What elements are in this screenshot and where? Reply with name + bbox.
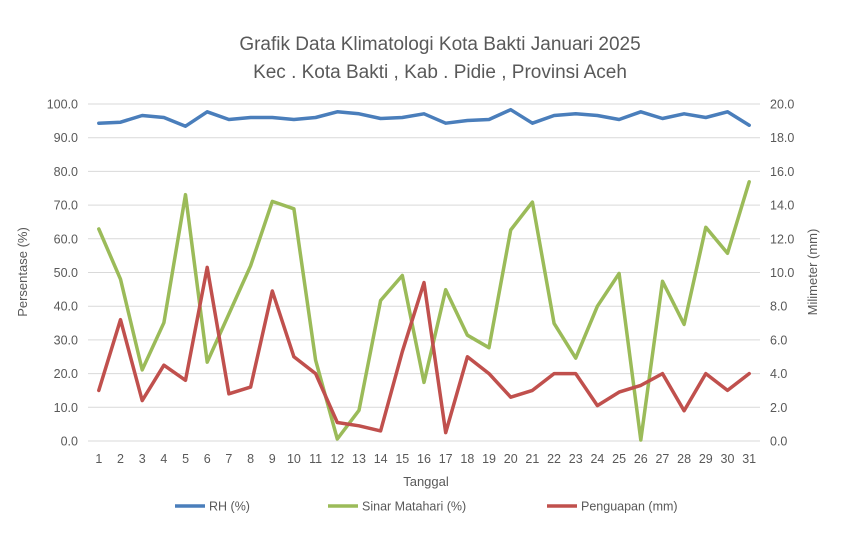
- x-tick-label: 30: [721, 452, 735, 466]
- legend-label: RH (%): [209, 500, 250, 514]
- x-tick-label: 16: [417, 452, 431, 466]
- x-axis-ticks: 1 2 3 4 5 6 7 8 9 10 11 12 13 14 15 16 17 18 19 20 21 22 23 24 2…: [95, 452, 756, 466]
- x-tick-label: 26: [634, 452, 648, 466]
- x-tick-label: 20: [504, 452, 518, 466]
- y2-axis-title: Milimeter (mm): [805, 229, 820, 316]
- y2-tick-label: 18.0: [770, 131, 794, 145]
- x-tick-label: 2: [117, 452, 124, 466]
- x-tick-label: 7: [225, 452, 232, 466]
- y-tick-label: 30.0: [54, 333, 78, 347]
- y2-tick-label: 16.0: [770, 165, 794, 179]
- x-tick-label: 10: [287, 452, 301, 466]
- x-tick-label: 17: [439, 452, 453, 466]
- chart-title: Grafik Data Klimatologi Kota Bakti Janua…: [239, 34, 640, 55]
- y2-tick-label: 20.0: [770, 98, 794, 112]
- x-tick-label: 6: [204, 452, 211, 466]
- y2-tick-label: 12.0: [770, 232, 794, 246]
- y-tick-label: 0.0: [61, 435, 78, 449]
- x-tick-label: 13: [352, 452, 366, 466]
- x-tick-label: 28: [677, 452, 691, 466]
- x-tick-label: 15: [395, 452, 409, 466]
- gridlines: [88, 103, 760, 442]
- y2-tick-label: 8.0: [770, 300, 787, 314]
- series-line-3: [97, 265, 751, 435]
- y-axis-title: Persentase (%): [15, 227, 30, 317]
- y2-tick-label: 4.0: [770, 367, 787, 381]
- x-tick-label: 22: [547, 452, 561, 466]
- x-tick-label: 8: [247, 452, 254, 466]
- x-tick-label: 4: [160, 452, 167, 466]
- y-tick-label: 70.0: [54, 199, 78, 213]
- x-tick-label: 14: [374, 452, 388, 466]
- y-tick-label: 10.0: [54, 401, 78, 415]
- x-tick-label: 29: [699, 452, 713, 466]
- y2-tick-label: 10.0: [770, 266, 794, 280]
- x-tick-label: 5: [182, 452, 189, 466]
- chart-subtitle: Kec . Kota Bakti , Kab . Pidie , Provins…: [253, 62, 627, 83]
- x-tick-label: 19: [482, 452, 496, 466]
- x-axis-title: Tanggal: [403, 474, 449, 489]
- legend-label: Sinar Matahari (%): [362, 500, 466, 514]
- series-lines: [97, 107, 751, 442]
- y-tick-label: 60.0: [54, 232, 78, 246]
- x-tick-label: 1: [95, 452, 102, 466]
- y-tick-label: 80.0: [54, 165, 78, 179]
- x-tick-label: 9: [269, 452, 276, 466]
- y-tick-label: 40.0: [54, 300, 78, 314]
- x-tick-label: 23: [569, 452, 583, 466]
- legend: RH (%) Sinar Matahari (%) Penguapan (mm): [175, 500, 678, 514]
- y-tick-label: 50.0: [54, 266, 78, 280]
- x-tick-label: 12: [330, 452, 344, 466]
- x-tick-label: 31: [742, 452, 756, 466]
- x-tick-label: 27: [655, 452, 669, 466]
- y2-tick-label: 0.0: [770, 435, 787, 449]
- y2-tick-label: 6.0: [770, 333, 787, 347]
- x-tick-label: 24: [590, 452, 604, 466]
- right-axis-ticks: 0.0 2.0 4.0 6.0 8.0 10.0 12.0 14.0 16.0 18.0 20.0: [770, 98, 794, 449]
- y2-tick-label: 14.0: [770, 199, 794, 213]
- legend-label: Penguapan (mm): [581, 500, 678, 514]
- x-tick-label: 21: [525, 452, 539, 466]
- x-tick-label: 11: [309, 452, 322, 466]
- y-tick-label: 20.0: [54, 367, 78, 381]
- y2-tick-label: 2.0: [770, 401, 787, 415]
- x-tick-label: 25: [612, 452, 626, 466]
- x-tick-label: 3: [139, 452, 146, 466]
- series-line-1: [97, 107, 751, 128]
- left-axis-ticks: 0.0 10.0 20.0 30.0 40.0 50.0 60.0 70.0 80.0 90.0 1…: [47, 98, 78, 449]
- y-tick-label: 90.0: [54, 131, 78, 145]
- series-line-2: [97, 180, 751, 442]
- x-tick-label: 18: [460, 452, 474, 466]
- y-tick-label: 100.0: [47, 98, 78, 112]
